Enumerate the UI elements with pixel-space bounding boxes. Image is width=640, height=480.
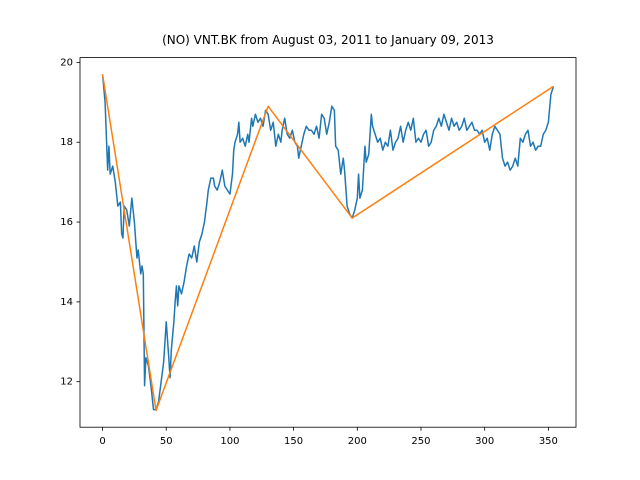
chart-title: (NO) VNT.BK from August 03, 2011 to Janu… xyxy=(162,33,494,47)
x-tick-label: 300 xyxy=(475,436,494,447)
axes-frame xyxy=(79,57,577,428)
line-series xyxy=(101,74,554,412)
line-series xyxy=(101,74,555,411)
x-tick-label: 50 xyxy=(160,436,173,447)
y-tick-label: 14 xyxy=(60,297,73,308)
y-tick-label: 16 xyxy=(60,217,73,228)
y-tick-label: 12 xyxy=(60,377,73,388)
y-tick-label: 18 xyxy=(60,137,73,148)
x-tick-label: 100 xyxy=(220,436,239,447)
y-tick-label: 20 xyxy=(60,57,73,68)
x-tick-label: 150 xyxy=(284,436,303,447)
x-tick-label: 350 xyxy=(539,436,558,447)
x-tick-label: 250 xyxy=(411,436,430,447)
x-tick-label: 200 xyxy=(348,436,367,447)
x-tick-label: 0 xyxy=(99,436,105,447)
